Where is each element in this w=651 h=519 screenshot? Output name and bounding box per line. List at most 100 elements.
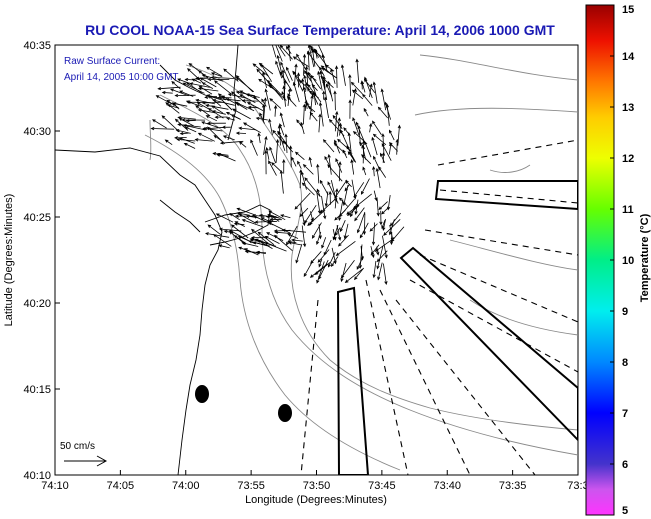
current-vector	[264, 236, 280, 244]
current-vector	[302, 53, 307, 76]
current-vector	[243, 122, 261, 134]
current-vector	[223, 68, 239, 82]
current-vector	[277, 124, 282, 146]
current-vector	[318, 259, 329, 280]
current-vector	[340, 260, 355, 279]
current-vector	[272, 129, 284, 143]
current-vector	[380, 152, 385, 163]
current-vector	[350, 81, 363, 95]
current-vector	[218, 244, 230, 249]
current-vector	[157, 86, 181, 91]
current-vector	[231, 108, 251, 120]
colorbar-label: Temperature (°C)	[639, 213, 651, 302]
current-vectors	[150, 45, 405, 286]
current-vector	[332, 114, 343, 130]
current-vector	[150, 126, 175, 131]
current-vector	[195, 105, 211, 117]
current-vector	[310, 251, 322, 264]
current-vector	[260, 63, 273, 82]
current-vector	[213, 80, 232, 95]
colorbar-tick-label: 11	[622, 204, 634, 216]
current-vector	[301, 78, 307, 103]
current-vector	[271, 162, 282, 172]
current-vector	[269, 217, 282, 222]
current-vector	[302, 163, 314, 175]
current-vector	[214, 115, 228, 119]
current-vector	[286, 66, 293, 81]
colorbar-ticks: 5 6 7 8 9 10 11 12 13 14 15	[610, 4, 635, 517]
current-vector	[261, 98, 267, 107]
current-vector	[204, 95, 218, 99]
x-tick-label: 73:3	[567, 480, 588, 492]
current-vector	[201, 126, 224, 131]
current-vector	[268, 118, 273, 136]
current-vector	[292, 56, 309, 67]
current-vector	[206, 66, 223, 77]
current-vector	[324, 64, 335, 72]
current-vector	[274, 45, 283, 62]
current-vector	[164, 139, 173, 146]
current-vector	[185, 119, 196, 123]
current-vector	[238, 141, 247, 148]
current-vector	[371, 222, 376, 246]
scale-label: 50 cm/s	[60, 441, 95, 452]
current-vector	[234, 221, 245, 227]
current-vector	[381, 207, 389, 215]
current-vector	[338, 161, 342, 182]
current-vector	[364, 141, 372, 158]
current-vector	[307, 87, 314, 98]
x-tick-label: 74:10	[41, 480, 69, 492]
colorbar-tick-label: 6	[622, 459, 628, 471]
current-vector	[386, 195, 391, 211]
radial-lines	[300, 139, 578, 475]
current-vector	[372, 81, 378, 104]
x-axis-label: Longitude (Degrees:Minutes)	[245, 494, 387, 506]
current-vector	[307, 51, 321, 69]
current-vector	[284, 133, 288, 154]
y-tick-label: 40:15	[23, 384, 51, 396]
current-vector	[179, 131, 189, 136]
current-vector	[307, 45, 315, 68]
current-vector	[253, 215, 274, 226]
current-vector	[372, 260, 377, 279]
current-vector	[342, 184, 349, 206]
current-vector	[358, 244, 363, 269]
current-vector	[354, 207, 365, 222]
current-vector	[275, 138, 280, 163]
current-vector	[269, 146, 276, 164]
current-vector	[376, 250, 388, 263]
current-vector	[250, 139, 258, 156]
current-vector	[334, 139, 341, 154]
current-vector	[340, 262, 347, 283]
current-vector	[279, 45, 293, 60]
current-vector	[381, 151, 386, 164]
x-axis: 74:10 74:05 74:00 73:55 73:50 73:45 73:40 73:35…	[41, 470, 589, 492]
current-vector	[363, 78, 376, 94]
current-vector	[267, 213, 281, 219]
current-vector	[222, 135, 235, 141]
current-vector	[170, 88, 189, 97]
current-vector	[324, 191, 329, 208]
colorbar-tick-label: 8	[622, 357, 628, 369]
x-tick-label: 74:05	[107, 480, 135, 492]
current-vector	[198, 70, 208, 78]
current-vector	[207, 108, 224, 119]
current-vector	[279, 169, 284, 194]
current-vector	[379, 210, 383, 226]
current-vector	[351, 89, 364, 100]
current-vector	[395, 138, 399, 155]
current-vector	[317, 45, 325, 59]
x-tick-label: 73:45	[368, 480, 396, 492]
current-vector	[333, 90, 337, 111]
current-vector	[353, 182, 365, 198]
current-vector	[360, 178, 370, 195]
current-vector	[152, 119, 167, 129]
current-vector	[344, 268, 363, 283]
y-tick-label: 40:10	[23, 470, 51, 482]
plot-frame	[54, 44, 579, 476]
current-vector	[330, 180, 338, 203]
current-vector	[263, 135, 268, 155]
current-vector	[215, 213, 234, 223]
current-vector	[297, 160, 302, 169]
current-vector	[376, 246, 380, 256]
